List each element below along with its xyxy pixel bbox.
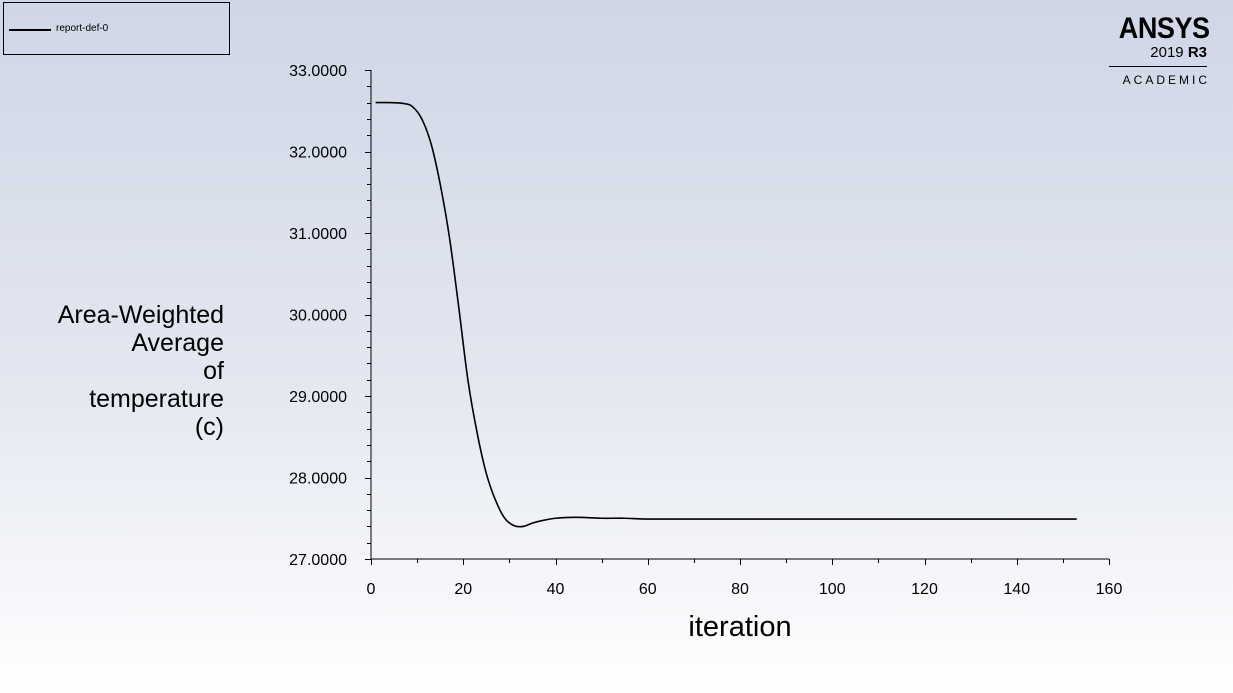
y-axis-label: Area-Weighted Average of temperature (c): [0, 301, 224, 441]
series-line-report-def-0: [375, 101, 1077, 528]
x-tick-label: 100: [819, 581, 846, 598]
y-tick-label: 30.0000: [289, 308, 347, 325]
y-axis-label-line-2: Average: [131, 329, 224, 357]
x-tick-label: 80: [731, 581, 749, 598]
legend-label-report-def-0: report-def-0: [56, 23, 109, 34]
y-tick-label: 33.0000: [289, 63, 347, 80]
x-tick-label: 0: [367, 581, 376, 598]
series-layer: [375, 101, 1077, 528]
y-axis-label-line-5: (c): [194, 413, 224, 441]
x-tick-label: 60: [639, 581, 657, 598]
logo-brand: ANSYS: [1118, 12, 1210, 45]
logo-edition: ACADEMIC: [1122, 73, 1210, 87]
legend: report-def-0: [3, 2, 230, 55]
logo-version-year: 2019: [1150, 44, 1184, 61]
legend-swatch-report-def-0: [9, 29, 51, 31]
x-tick-label: 160: [1096, 581, 1123, 598]
y-tick-label: 32.0000: [289, 145, 347, 162]
y-axis-label-line-1: Area-Weighted: [57, 301, 224, 329]
y-tick-label: 28.0000: [289, 471, 347, 488]
logo-version: 2019 R3: [1109, 45, 1207, 61]
x-axis-label: iteration: [688, 611, 792, 643]
y-tick-label: 29.0000: [289, 389, 347, 406]
x-tick-label: 40: [547, 581, 565, 598]
x-tick-label: 20: [454, 581, 472, 598]
logo-version-release: R3: [1187, 44, 1207, 61]
y-tick-label: 31.0000: [289, 226, 347, 243]
x-tick-label: 120: [911, 581, 938, 598]
axes: 27.0000 28.0000 29.0000 30.0000 31.0000 32.00…: [289, 63, 1122, 598]
ansys-logo: ANSYS 2019 R3 ACADEMIC: [1109, 12, 1210, 87]
y-tick-label: 27.0000: [289, 552, 347, 569]
y-axis-label-line-3: of: [203, 357, 224, 385]
logo-divider: [1109, 66, 1207, 67]
y-axis-label-line-4: temperature: [89, 385, 224, 413]
x-tick-label: 140: [1003, 581, 1030, 598]
